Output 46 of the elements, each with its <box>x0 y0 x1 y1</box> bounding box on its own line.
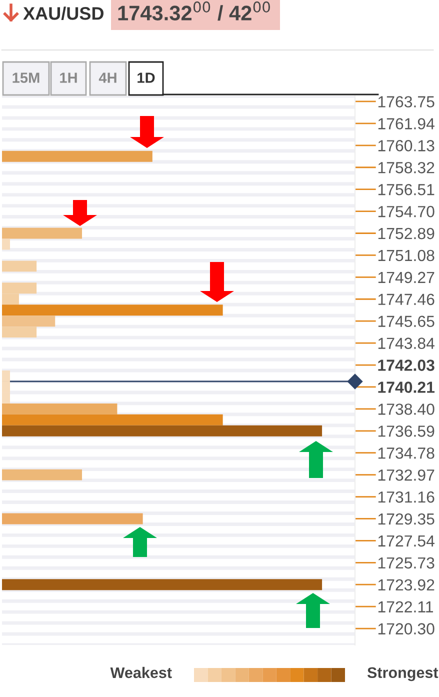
text: 1H <box>60 72 77 83</box>
chart-title: XAU/USD <box>23 6 104 20</box>
bar <box>2 425 322 436</box>
y-tick-label: 1763.75 <box>378 96 434 108</box>
bar <box>2 579 322 590</box>
y-tick-label: 1722.11 <box>378 601 433 612</box>
text: 4H <box>98 72 116 83</box>
y-tick-label: 1725.73 <box>378 557 434 569</box>
text: Strongest <box>367 667 438 682</box>
bar <box>2 326 37 338</box>
bar <box>2 228 82 239</box>
bar <box>2 414 223 426</box>
y-tick-label: 1756.51 <box>378 184 434 196</box>
text: Weakest <box>110 666 172 678</box>
text: 1D <box>138 72 155 83</box>
bar <box>2 513 143 524</box>
y-tick-label: 1740.21 <box>378 382 435 393</box>
y-tick-label: 1742.03 <box>378 360 434 371</box>
y-tick-label: 1727.54 <box>378 535 434 547</box>
y-tick-label: 1751.08 <box>378 250 434 262</box>
y-tick-label: 1745.65 <box>378 316 434 328</box>
y-tick-label: 1754.70 <box>378 206 434 218</box>
y-tick-label: 1738.40 <box>378 404 434 415</box>
y-tick-label: 1734.78 <box>378 447 434 459</box>
y-tick-label: 1736.59 <box>378 426 434 437</box>
bar <box>2 469 82 480</box>
bar <box>2 403 118 414</box>
bar <box>2 304 223 316</box>
text: 15M <box>12 72 40 83</box>
y-tick-label: 1729.35 <box>378 513 434 525</box>
bar <box>2 150 152 162</box>
bar <box>2 316 56 327</box>
y-tick-label: 1752.89 <box>378 228 434 240</box>
bar <box>2 260 37 272</box>
y-tick-label: 1758.32 <box>378 162 434 174</box>
y-tick-label: 1761.94 <box>378 118 434 130</box>
y-tick-label: 1749.27 <box>378 272 434 284</box>
y-tick-label: 1732.97 <box>378 469 434 481</box>
y-tick-label: 1743.84 <box>378 338 434 349</box>
y-tick-label: 1747.46 <box>378 294 434 306</box>
y-tick-label: 1731.16 <box>378 491 434 503</box>
bar <box>2 238 10 250</box>
y-tick-label: 1760.13 <box>378 140 434 152</box>
text: 1743.32$^{00}$ / 42$^{00}$ <box>118 1 270 21</box>
y-tick-label: 1720.30 <box>378 623 434 634</box>
y-tick-label: 1723.92 <box>378 579 434 591</box>
